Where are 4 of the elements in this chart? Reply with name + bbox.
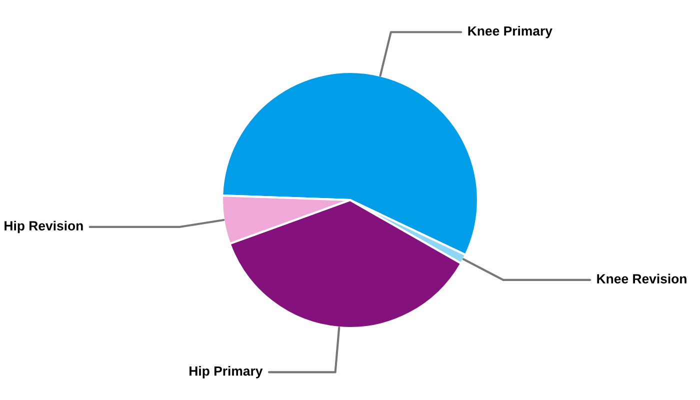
slice-label: Knee Revision [597, 274, 686, 284]
slice-label: Hip Primary [190, 366, 263, 378]
slice-label: Knee Primary [468, 26, 552, 38]
slice-label: Hip Revision [4, 220, 83, 234]
